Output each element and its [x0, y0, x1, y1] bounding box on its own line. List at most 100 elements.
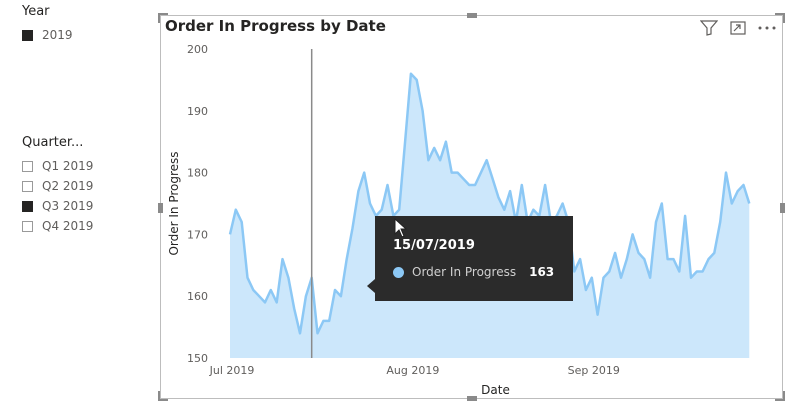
- resize-handle-top-right[interactable]: [775, 13, 785, 23]
- quarter-option-q4[interactable]: Q4 2019: [22, 216, 93, 236]
- data-point: [591, 276, 593, 278]
- y-axis-title: Order In Progress: [167, 151, 181, 255]
- data-point: [579, 258, 581, 260]
- data-point: [281, 258, 283, 260]
- y-tick-label: 160: [187, 290, 208, 303]
- data-point: [684, 215, 686, 217]
- quarter-option-label: Q4 2019: [42, 219, 94, 233]
- series-line: [228, 72, 751, 335]
- data-point: [661, 202, 663, 204]
- year-slicer-title: Year: [22, 4, 50, 19]
- more-options-icon[interactable]: [758, 25, 776, 31]
- data-point: [386, 184, 388, 186]
- data-point: [456, 171, 458, 173]
- tooltip-date: 15/07/2019: [393, 238, 475, 253]
- data-point: [229, 233, 231, 235]
- resize-handle-bottom-right[interactable]: [775, 391, 785, 401]
- quarter-option-q3[interactable]: Q3 2019: [22, 196, 93, 216]
- data-point: [614, 252, 616, 254]
- focus-mode-icon[interactable]: [730, 21, 746, 35]
- x-tick-label: Sep 2019: [568, 364, 620, 377]
- data-point: [439, 159, 441, 161]
- y-tick-label: 150: [187, 352, 208, 365]
- data-point: [445, 141, 447, 143]
- data-point: [672, 258, 674, 260]
- data-point: [462, 178, 464, 180]
- data-point: [240, 221, 242, 223]
- x-axis-title: Date: [481, 383, 510, 397]
- series-area: [230, 73, 750, 358]
- data-point: [258, 295, 260, 297]
- data-point: [585, 289, 587, 291]
- checkbox-icon[interactable]: [22, 200, 33, 212]
- data-point: [264, 301, 266, 303]
- area-chart[interactable]: 150 160 170 180 190 200 Jul 2019 Aug 2019 Sep 2…: [161, 16, 782, 398]
- data-point: [649, 276, 651, 278]
- data-point: [416, 79, 418, 81]
- year-option-2019[interactable]: 2019: [22, 25, 73, 45]
- data-point: [299, 332, 301, 334]
- data-point: [381, 208, 383, 210]
- data-point: [696, 270, 698, 272]
- data-point: [491, 178, 493, 180]
- data-point: [637, 252, 639, 254]
- data-point: [270, 289, 272, 291]
- tooltip-value: 163: [529, 265, 555, 279]
- data-point: [351, 227, 353, 229]
- data-point: [474, 184, 476, 186]
- mouse-pointer-icon: [394, 218, 408, 238]
- y-tick-label: 170: [187, 228, 208, 241]
- data-point: [532, 208, 534, 210]
- data-point: [655, 221, 657, 223]
- data-point: [451, 171, 453, 173]
- data-point: [316, 332, 318, 334]
- data-point: [433, 147, 435, 149]
- resize-handle-left[interactable]: [158, 203, 163, 213]
- data-point: [363, 171, 365, 173]
- checkbox-icon[interactable]: [22, 29, 33, 41]
- data-point: [346, 258, 348, 260]
- data-point: [690, 276, 692, 278]
- tooltip-series-label: Order In Progress: [412, 265, 517, 279]
- visual-header-icons: [700, 20, 776, 36]
- data-point: [631, 233, 633, 235]
- data-point: [643, 258, 645, 260]
- resize-handle-bottom[interactable]: [467, 396, 477, 401]
- data-point: [427, 159, 429, 161]
- data-point: [736, 190, 738, 192]
- data-point: [287, 276, 289, 278]
- data-point: [608, 270, 610, 272]
- data-point: [666, 258, 668, 260]
- year-option-label: 2019: [42, 28, 73, 42]
- data-point: [573, 270, 575, 272]
- resize-handle-top-left[interactable]: [158, 13, 168, 23]
- quarter-option-label: Q1 2019: [42, 159, 94, 173]
- data-point: [725, 171, 727, 173]
- filter-icon[interactable]: [700, 20, 718, 36]
- data-point: [620, 276, 622, 278]
- data-point: [626, 258, 628, 260]
- quarter-slicer: Quarter... Q1 2019 Q2 2019 Q3 2019 Q4 20…: [22, 135, 93, 236]
- year-slicer: Year 2019: [22, 4, 73, 45]
- checkbox-icon[interactable]: [22, 160, 33, 172]
- y-axis: 150 160 170 180 190 200: [187, 43, 208, 365]
- data-point: [305, 295, 307, 297]
- quarter-option-label: Q3 2019: [42, 199, 94, 213]
- checkbox-icon[interactable]: [22, 180, 33, 192]
- y-tick-label: 190: [187, 105, 208, 118]
- x-axis: Jul 2019 Aug 2019 Sep 2019: [209, 364, 620, 377]
- quarter-slicer-title: Quarter...: [22, 135, 84, 150]
- quarter-option-q1[interactable]: Q1 2019: [22, 156, 93, 176]
- checkbox-icon[interactable]: [22, 220, 33, 232]
- chart-visual[interactable]: Order In Progress by Date 150 160 170 180 19…: [158, 13, 785, 401]
- resize-handle-right[interactable]: [780, 203, 785, 213]
- quarter-option-q2[interactable]: Q2 2019: [22, 176, 93, 196]
- data-point: [246, 276, 248, 278]
- data-point: [421, 110, 423, 112]
- data-point: [713, 252, 715, 254]
- tooltip-row: Order In Progress 163: [393, 265, 573, 279]
- x-tick-label: Aug 2019: [386, 364, 439, 377]
- resize-handle-bottom-left[interactable]: [158, 391, 168, 401]
- resize-handle-top[interactable]: [467, 13, 477, 18]
- data-point: [509, 190, 511, 192]
